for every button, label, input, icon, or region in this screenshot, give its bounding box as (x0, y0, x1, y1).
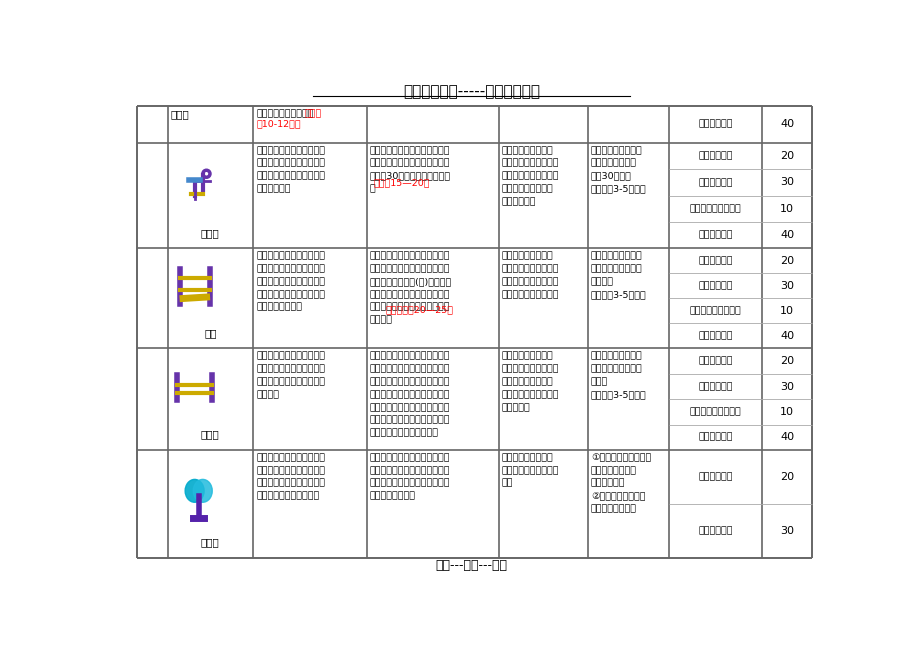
Text: 10: 10 (779, 306, 793, 316)
Text: 转10-12圈。: 转10-12圈。 (255, 119, 301, 128)
Text: 20: 20 (779, 151, 793, 161)
Text: 做左右弓步晃动，做
前后直弓步晃动，二
个动作。
测试时间3-5分钟。: 做左右弓步晃动，做 前后直弓步晃动，二 个动作。 测试时间3-5分钟。 (590, 251, 646, 299)
Text: 上体正面向前弯曲，
上体侧向弯曲，二个
动作。
测试时间3-5分钟。: 上体正面向前弯曲， 上体侧向弯曲，二个 动作。 测试时间3-5分钟。 (590, 352, 646, 399)
Text: 有氧柔韧运动，该器材通过
锻炼腰侧肌肉群，增强髋、
膝两侧肌肉和韧带的弹性，
同时改善上肢关节功能。: 有氧柔韧运动，该器材通过 锻炼腰侧肌肉群，增强髋、 膝两侧肌肉和韧带的弹性， 同… (255, 453, 324, 501)
Text: 动作操作演示: 动作操作演示 (698, 230, 732, 240)
Text: 精选优质文档-----倾情为你奉上: 精选优质文档-----倾情为你奉上 (403, 84, 539, 99)
Text: 30: 30 (779, 281, 793, 291)
Text: 30: 30 (779, 381, 793, 391)
Text: 20: 20 (779, 472, 793, 482)
Text: 40: 40 (779, 331, 793, 341)
Text: ①单手握把手，作顺、
逆时针方向旋转。
（左右交换）
②双手握把手，手臂
以转盘轴心作绕圆: ①单手握把手，作顺、 逆时针方向旋转。 （左右交换） ②双手握把手，手臂 以转盘… (590, 453, 651, 514)
Text: 晃板: 晃板 (204, 328, 216, 338)
Text: 手在圆盘边沿转动圆盘: 手在圆盘边沿转动圆盘 (255, 109, 313, 118)
Text: 转腰器: 转腰器 (200, 538, 220, 547)
Text: 10: 10 (779, 407, 793, 417)
Text: 全身运动，该器材能增强上
下肢肌能，并能锻炼腰腹部
肌肉群和按摩内脏，增强消
化系统功能。: 全身运动，该器材能增强上 下肢肌能，并能锻炼腰腹部 肌肉群和按摩内脏，增强消 化… (255, 146, 324, 193)
Text: 除儿童外的各年龄段
人群。肩关节疾病患者
禁忌: 除儿童外的各年龄段 人群。肩关节疾病患者 禁忌 (501, 453, 559, 488)
Text: 具体使用方法: 具体使用方法 (698, 382, 732, 391)
Text: 适合除儿童外的各年
龄段人群锻炼。柔韧性
锻炼循序渐进。髋部
关节、膝部关节有疾者
不宜硬拉。: 适合除儿童外的各年 龄段人群锻炼。柔韧性 锻炼循序渐进。髋部 关节、膝部关节有疾… (501, 352, 559, 412)
Text: 主要健身功能: 主要健身功能 (698, 473, 732, 482)
Text: 健骑器: 健骑器 (200, 228, 220, 238)
Text: 动作操作演示: 动作操作演示 (698, 433, 732, 442)
Text: 适合除儿童外的各年
龄段人群锻炼。平衡动
能障碍者、眩晕者、心
脑血管疾病患者禁忌。: 适合除儿童外的各年 龄段人群锻炼。平衡动 能障碍者、眩晕者、心 脑血管疾病患者禁… (501, 251, 559, 299)
Text: 40: 40 (779, 230, 793, 240)
Text: 动作操作演示: 动作操作演示 (698, 331, 732, 340)
Text: 20: 20 (779, 356, 793, 366)
Text: 10: 10 (779, 204, 793, 214)
Text: 每分钟15—20次: 每分钟15—20次 (373, 178, 430, 187)
Text: 每分钟晃动20—25次: 每分钟晃动20—25次 (385, 305, 453, 314)
Text: 30: 30 (779, 526, 793, 536)
Text: 40: 40 (779, 432, 793, 442)
Text: 具体使用方法: 具体使用方法 (698, 281, 732, 290)
Text: 单手握把手，作顺、逆时针方向
旋转，双臂以转盘轴心作规圆旋
转。双手握把手，手臂以转盘轴
心作绕圆圈旋转。: 单手握把手，作顺、逆时针方向 旋转，双臂以转盘轴心作规圆旋 转。双手握把手，手臂… (369, 453, 450, 501)
Text: 适用范围、注意禁忌: 适用范围、注意禁忌 (689, 307, 741, 315)
Text: 适用范围、注意禁忌: 适用范围、注意禁忌 (689, 204, 741, 214)
Text: 具体使用方法: 具体使用方法 (698, 178, 732, 187)
Text: 主要健身功能: 主要健身功能 (698, 256, 732, 266)
Text: 适合除儿童外的各年
龄段人群锻炼。肌力不
足、心脏病患者、腰椎
手术和腰椎间盘突出
者不宜锻炼。: 适合除儿童外的各年 龄段人群锻炼。肌力不 足、心脏病患者、腰椎 手术和腰椎间盘突… (501, 146, 559, 206)
Text: 平衡运动，通过在晃板上做
左右弓步和前后弓步运动，
增强下肢髋、膝、踝关节周
围肌肉、韧带的弹性，训练
人体的平衡能力。: 平衡运动，通过在晃板上做 左右弓步和前后弓步运动， 增强下肢髋、膝、踝关节周 围… (255, 251, 324, 312)
Text: 20: 20 (779, 256, 793, 266)
Text: 动作操作演示: 动作操作演示 (698, 120, 732, 129)
Text: 主要健身功能: 主要健身功能 (698, 357, 732, 366)
Ellipse shape (193, 479, 212, 503)
Text: 专心---专注---专业: 专心---专注---专业 (435, 559, 507, 572)
Ellipse shape (185, 479, 204, 503)
Text: 具体使用方法: 具体使用方法 (698, 527, 732, 535)
Text: 40: 40 (779, 119, 793, 130)
Text: 搁腿杠: 搁腿杠 (200, 430, 220, 439)
Text: 单腿将足跟搁横于横杠上，腿伸
直，然后用手轻压膝部，并以上
体正面向前弯曲，尽量使头部靠
近腿，也可以做侧体运动，单腿
横搁在横杠上进行压腿动作，上
体侧向弯曲: 单腿将足跟搁横于横杠上，腿伸 直，然后用手轻压膝部，并以上 体正面向前弯曲，尽量… (369, 352, 450, 437)
Text: 双手扶横杆，双脚在晃板上做左
右弓步并不断地晃动，或者在晃
板纵面，双手扶左(右)横杆，做
直弓步前后晃动，晃动时必须上
体保持正直，完全叠膝部屈伸稳
定晃板，: 双手扶横杆，双脚在晃板上做左 右弓步并不断地晃动，或者在晃 板纵面，双手扶左(右… (369, 251, 452, 325)
Text: 适用范围、注意禁忌: 适用范围、注意禁忌 (689, 408, 741, 417)
Text: 每分钟: 每分钟 (304, 109, 322, 118)
Text: 身体伸直时有停顿，
身体伸直和垂直方
向成30度角。
测试时间3-5分钟。: 身体伸直时有停顿， 身体伸直和垂直方 向成30度角。 测试时间3-5分钟。 (590, 146, 646, 193)
Text: 30: 30 (779, 177, 793, 187)
Text: 主要健身功能: 主要健身功能 (698, 152, 732, 161)
Text: 极云手: 极云手 (171, 109, 189, 119)
Text: 双手拉动手柄，双脚踩踏脚板，
做收放运动，身体伸直时和垂直
方向成30度角，运动速度控制
在: 双手拉动手柄，双脚踩踏脚板， 做收放运动，身体伸直时和垂直 方向成30度角，运动… (369, 146, 450, 193)
Text: 柔韧运动，该器材拉伸膝、
膝关节部位的肌肉、韧带，
以改善其弹性，增进身体柔
韧素质。: 柔韧运动，该器材拉伸膝、 膝关节部位的肌肉、韧带， 以改善其弹性，增进身体柔 韧… (255, 352, 324, 399)
